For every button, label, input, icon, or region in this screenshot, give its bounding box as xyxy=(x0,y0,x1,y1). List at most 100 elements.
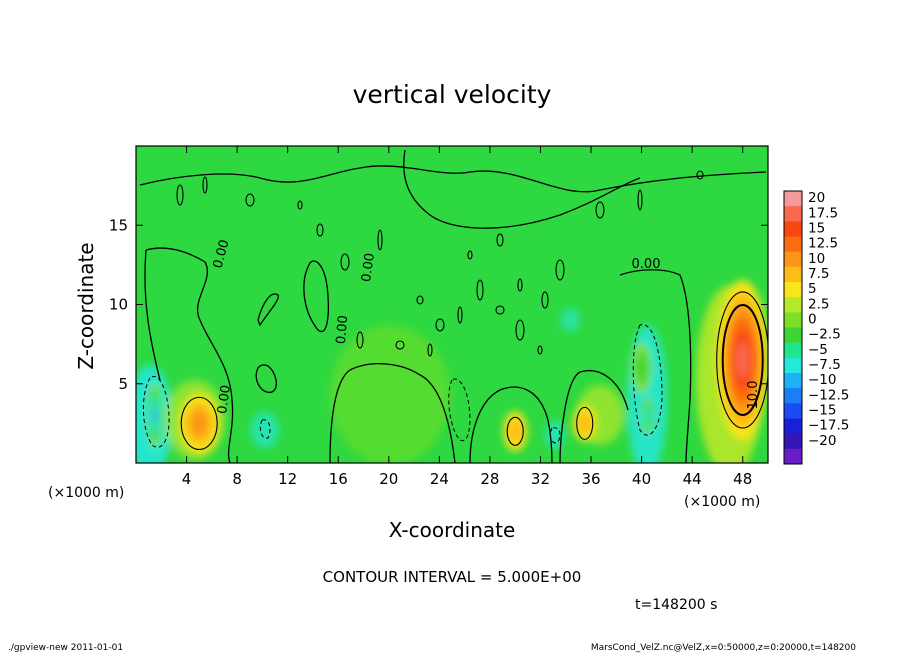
contour-island xyxy=(377,229,383,251)
colorbar-swatch xyxy=(784,373,802,389)
contour-line xyxy=(180,396,218,450)
contour-label: 0.00 xyxy=(359,252,378,283)
colorbar-label: −7.5 xyxy=(808,357,841,373)
colorbar-label: −2.5 xyxy=(808,327,841,343)
contour-island xyxy=(496,233,504,247)
x-tick-label: 4 xyxy=(182,470,192,488)
colorbar-swatch xyxy=(784,327,802,344)
colorbar-swatch xyxy=(784,403,802,419)
colorbar-swatch xyxy=(784,388,802,404)
contour-island xyxy=(356,331,364,349)
colorbar-swatch xyxy=(784,206,802,222)
colorbar-label: −15 xyxy=(808,403,837,419)
contour-island xyxy=(637,189,643,211)
contour-island xyxy=(176,184,184,206)
colorbar-label: 5 xyxy=(808,281,817,297)
contour-line xyxy=(469,386,553,463)
field-feature xyxy=(508,419,523,444)
contour-island xyxy=(245,193,255,207)
contour-line xyxy=(506,416,524,446)
contour-island xyxy=(537,345,543,355)
x-tick-label: 16 xyxy=(329,470,348,488)
contour-island xyxy=(427,343,433,357)
colorbar-label: −5 xyxy=(808,342,828,358)
y-tick-label: 15 xyxy=(109,216,128,234)
contour-island xyxy=(202,176,208,194)
colorbar: 2017.51512.5107.552.50−2.5−5−7.5−10−12.5… xyxy=(783,190,849,465)
contour-line-negative xyxy=(632,324,663,436)
colorbar-label: 12.5 xyxy=(808,236,838,252)
chart-title: vertical velocity xyxy=(353,80,552,109)
colorbar-label: 10 xyxy=(808,251,825,267)
colorbar-swatch xyxy=(784,297,802,313)
contour-line xyxy=(329,363,456,463)
colorbar-swatch xyxy=(784,448,802,465)
contour-line xyxy=(721,303,764,416)
contour-island xyxy=(416,295,424,305)
contour-island xyxy=(316,223,324,237)
contour-label: 10.0 xyxy=(746,381,761,410)
footer-left: ./gpview-new 2011-01-01 xyxy=(8,643,123,653)
x-tick-label: 44 xyxy=(683,470,702,488)
colorbar-swatch xyxy=(784,236,802,253)
footer-right: MarsCond_VelZ.nc@VelZ,x=0:50000,z=0:2000… xyxy=(591,643,856,653)
contour-island xyxy=(495,305,505,315)
contour-interval-text: CONTOUR INTERVAL = 5.000E+00 xyxy=(323,568,582,586)
colorbar-swatch xyxy=(784,191,802,207)
y-tick-label: 5 xyxy=(118,375,128,393)
colorbar-label: −20 xyxy=(808,433,837,449)
contour-line xyxy=(145,247,234,463)
contour-island xyxy=(595,201,605,219)
colorbar-swatch xyxy=(784,266,802,283)
colorbar-swatch xyxy=(784,342,802,359)
contour-line xyxy=(716,291,768,429)
contour-island xyxy=(517,278,523,292)
plot-area xyxy=(136,146,768,463)
x-tick-label: 12 xyxy=(278,470,297,488)
field-feature xyxy=(736,341,749,379)
contour-label: 0.00 xyxy=(215,384,234,415)
colorbar-label: −17.5 xyxy=(808,418,849,434)
colorbar-swatch xyxy=(784,357,802,374)
contour-island xyxy=(515,319,525,341)
contour-line xyxy=(559,370,629,463)
contour-line-negative xyxy=(448,378,471,442)
x-tick-label: 48 xyxy=(733,470,752,488)
contour-line xyxy=(403,149,641,229)
contour-line xyxy=(144,249,161,381)
contour-line xyxy=(257,293,279,327)
x-unit-left: (×1000 m) xyxy=(48,485,124,501)
contour-island xyxy=(457,306,463,324)
x-tick-label: 8 xyxy=(232,470,242,488)
contour-label: 0.00 xyxy=(632,257,661,272)
contour-island xyxy=(340,253,350,271)
x-unit-right: (×1000 m) xyxy=(684,494,760,510)
field-feature xyxy=(645,409,650,422)
contour-island xyxy=(297,200,303,210)
contour-island xyxy=(467,250,473,260)
colorbar-swatch xyxy=(784,312,802,328)
contour-island xyxy=(476,279,484,301)
y-axis-label: Z-coordinate xyxy=(74,242,98,369)
contour-line xyxy=(303,260,330,333)
contour-island xyxy=(395,340,405,350)
colorbar-label: −10 xyxy=(808,372,837,388)
x-tick-label: 32 xyxy=(531,470,550,488)
x-tick-label: 24 xyxy=(430,470,449,488)
colorbar-label: 20 xyxy=(808,190,825,206)
contour-line xyxy=(576,406,594,440)
contour-island xyxy=(435,318,445,332)
colorbar-swatch xyxy=(784,282,802,298)
colorbar-swatch xyxy=(784,221,802,237)
contour-line xyxy=(255,364,278,393)
contour-island xyxy=(696,170,704,180)
colorbar-label: 2.5 xyxy=(808,296,829,312)
time-text: t=148200 s xyxy=(635,597,717,613)
colorbar-label: 7.5 xyxy=(808,266,829,282)
x-tick-label: 20 xyxy=(379,470,398,488)
colorbar-swatch xyxy=(784,418,802,435)
colorbar-label: −12.5 xyxy=(808,387,849,403)
colorbar-label: 15 xyxy=(808,221,825,237)
colorbar-label: 0 xyxy=(808,312,817,328)
